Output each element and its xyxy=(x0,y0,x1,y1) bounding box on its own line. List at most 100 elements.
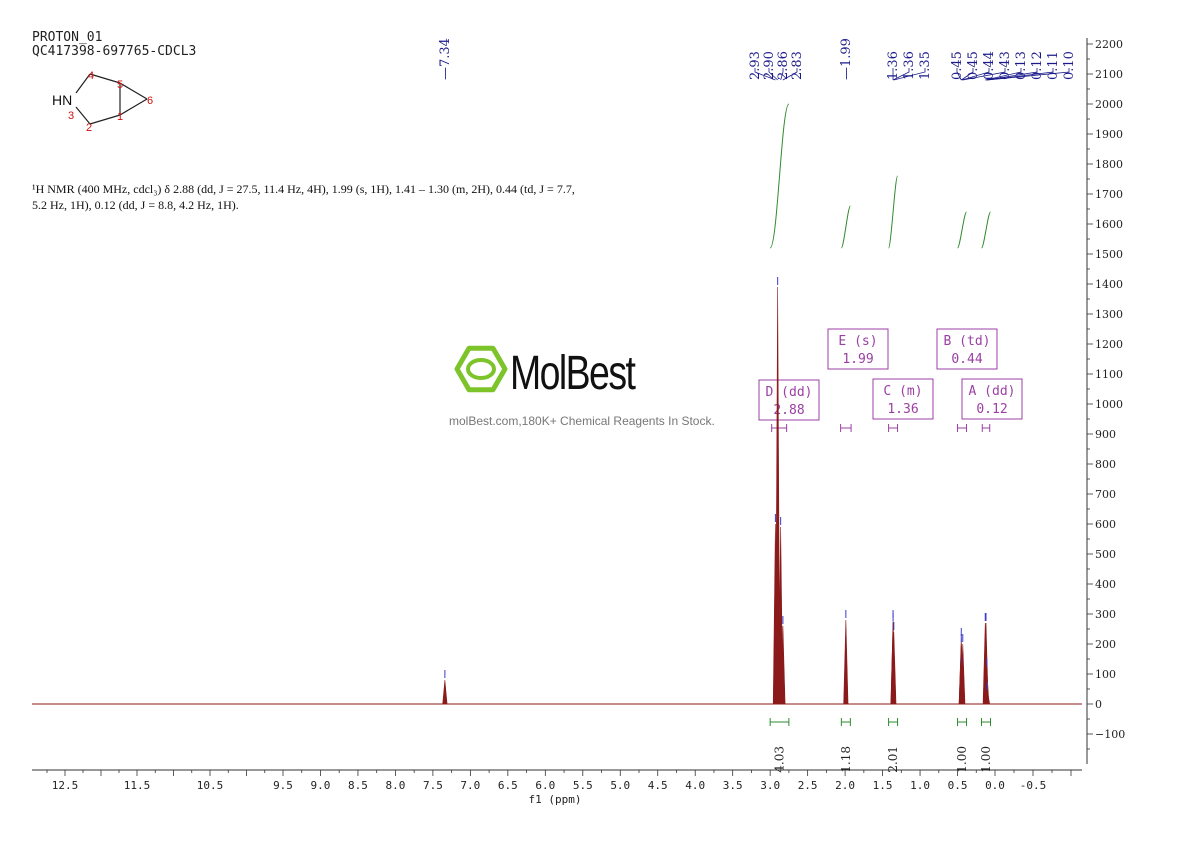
y-tick-label: 400 xyxy=(1095,578,1116,591)
bond xyxy=(119,82,148,100)
peak-label: 0.45 xyxy=(966,51,981,80)
x-tick-label: 3.5 xyxy=(723,779,743,792)
nmr-description: ¹H NMR (400 MHz, cdcl₃) δ 2.88 (dd, J = … xyxy=(32,182,575,212)
peak xyxy=(442,679,448,705)
peak xyxy=(780,625,786,705)
y-tick-label: 2200 xyxy=(1095,38,1123,51)
spectrum-trace xyxy=(32,277,1082,705)
multiplet-shift: 1.99 xyxy=(842,352,873,367)
x-tick-label: 6.0 xyxy=(535,779,555,792)
y-axis: 2200210020001900180017001600150014001300… xyxy=(1086,38,1125,764)
integral-curve xyxy=(981,211,991,249)
peak-label: 2.93 xyxy=(748,51,763,80)
x-tick-label: 4.5 xyxy=(648,779,668,792)
integral-curve xyxy=(840,205,851,249)
peak-labels: —7.34 —1.992.93 2.90 2.86 2.83 1.36 1.36 1.35 0.… xyxy=(438,38,1077,81)
atom-number: 5 xyxy=(117,79,123,91)
peak-label: 0.45 xyxy=(950,51,965,80)
atom-number: 1 xyxy=(117,111,123,123)
atom-number: 3 xyxy=(68,110,74,122)
multiplet-label: C (m) xyxy=(883,384,922,399)
x-tick-label: 5.5 xyxy=(573,779,593,792)
multiplet-label: D (dd) xyxy=(766,385,813,400)
peak xyxy=(891,631,897,705)
integral-value: 1.18 xyxy=(839,746,853,773)
integral-curve xyxy=(888,175,899,249)
multiplet-shift: 0.12 xyxy=(976,402,1007,417)
multiplet-shift: 1.36 xyxy=(887,402,918,417)
x-tick-label: 9.0 xyxy=(311,779,331,792)
multiplet-shift: 0.44 xyxy=(951,352,982,367)
y-tick-label: 200 xyxy=(1095,638,1116,651)
logo-hexagon xyxy=(454,345,508,393)
peak-label-line xyxy=(962,68,1006,81)
peak-label: 1.36 xyxy=(886,51,901,80)
peak-label-line xyxy=(956,68,962,81)
y-tick-label: 500 xyxy=(1095,548,1116,561)
x-tick-label: 4.0 xyxy=(685,779,705,792)
peak xyxy=(775,286,781,705)
bond xyxy=(119,98,148,116)
peak-label-line xyxy=(768,68,778,81)
watermark-tagline: molBest.com,180K+ Chemical Reagents In S… xyxy=(449,414,715,428)
peak-label: 1.36 xyxy=(902,51,917,80)
peak-label: —1.99 xyxy=(839,38,854,80)
experiment-title: PROTON_01 xyxy=(32,30,103,45)
peak-label-line xyxy=(985,68,1022,81)
y-tick-label: 100 xyxy=(1095,668,1116,681)
x-tick-label: 7.5 xyxy=(423,779,443,792)
x-tick-label: 1.5 xyxy=(873,779,893,792)
y-tick-label: 1600 xyxy=(1095,218,1123,231)
peak-label-line xyxy=(754,68,776,81)
peak-label: 0.11 xyxy=(1046,51,1061,80)
peak-label: 1.35 xyxy=(918,51,933,80)
multiplet-label: A (dd) xyxy=(969,384,1016,399)
bond xyxy=(75,106,91,125)
x-tick-label: 12.5 xyxy=(52,779,79,792)
y-tick-label: 0 xyxy=(1095,698,1102,711)
x-tick-label: 7.0 xyxy=(460,779,480,792)
sample-id: QC417398-697765-CDCL3 xyxy=(32,44,197,59)
x-tick-label: 1.0 xyxy=(910,779,930,792)
bond xyxy=(75,73,91,94)
integral-value: 2.01 xyxy=(886,746,900,773)
atom-label: HN xyxy=(52,92,72,108)
integral-curve xyxy=(769,103,790,249)
x-tick-label: 0.5 xyxy=(948,779,968,792)
multiplet-label: B (td) xyxy=(944,334,991,349)
y-tick-label: 600 xyxy=(1095,518,1116,531)
integral-value: 1.00 xyxy=(955,746,969,773)
multiplet-box xyxy=(758,379,820,421)
peak-label: 2.90 xyxy=(762,51,777,80)
y-tick-label: 2000 xyxy=(1095,98,1123,111)
multiplet-shift: 2.88 xyxy=(773,403,804,418)
atom-number: 6 xyxy=(147,95,153,107)
molbest-logo-icon xyxy=(454,345,508,393)
peak xyxy=(960,643,966,705)
watermark-brand: MolBest xyxy=(510,347,636,400)
peak-label: —7.34 xyxy=(438,38,453,80)
peak-label-line xyxy=(961,68,974,81)
multiplet-box xyxy=(936,328,998,370)
peak-label-line xyxy=(961,68,990,81)
y-tick-label: 1800 xyxy=(1095,158,1123,171)
x-tick-label: 8.5 xyxy=(348,779,368,792)
x-tick-label: 2.0 xyxy=(835,779,855,792)
multiplet-box xyxy=(872,378,934,420)
bond xyxy=(89,114,121,125)
y-tick-label: 1700 xyxy=(1095,188,1123,201)
y-tick-label: 800 xyxy=(1095,458,1116,471)
peak-label-line xyxy=(782,68,798,81)
peak-label-line xyxy=(893,68,926,81)
multiplet-box xyxy=(827,328,889,370)
x-tick-label: 10.5 xyxy=(197,779,224,792)
integral-value: 4.03 xyxy=(773,746,787,773)
multiplet-box xyxy=(961,378,1023,420)
x-tick-label: -0.5 xyxy=(1020,779,1047,792)
y-tick-label: 1900 xyxy=(1095,128,1123,141)
y-tick-label: 700 xyxy=(1095,488,1116,501)
peak-label-line xyxy=(987,68,1070,81)
y-tick-label: −100 xyxy=(1095,728,1125,741)
